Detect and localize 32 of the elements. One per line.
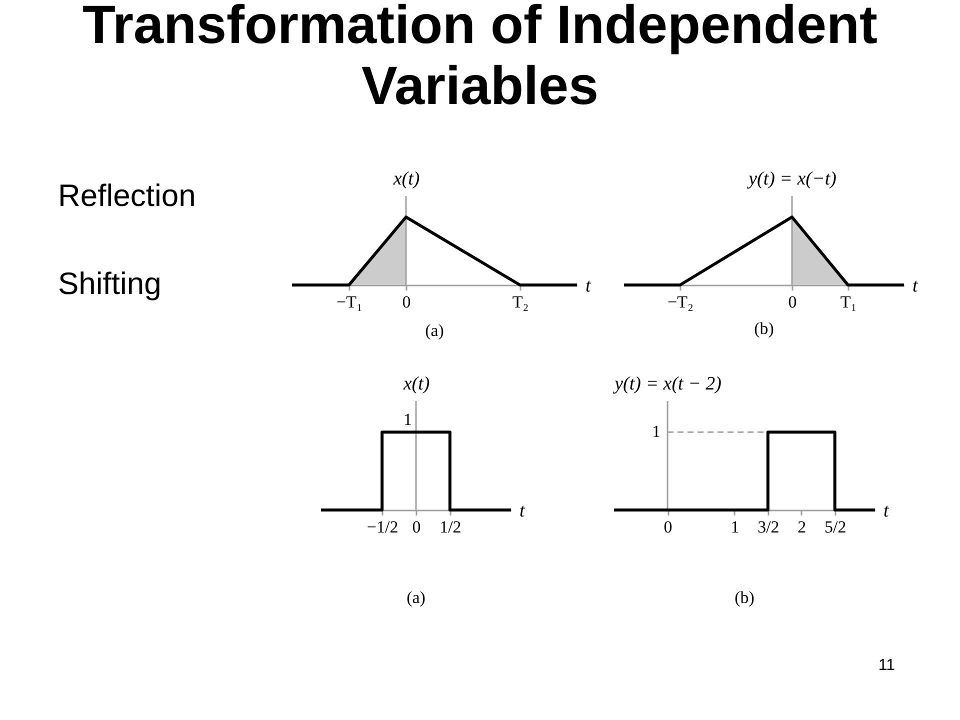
x-tick-label: −T₁ — [336, 292, 362, 312]
text: Transformation of Independent Variables — [82, 0, 878, 116]
text: (b) — [734, 588, 754, 607]
x-tick-label: −T₂ — [668, 292, 694, 312]
text: (a) — [406, 588, 426, 607]
y-axis-title: y(t) = x(t − 2) — [612, 374, 722, 394]
y-axis-title: x(t) — [402, 374, 430, 394]
x-axis-title: t — [884, 500, 890, 522]
x-axis-title: t — [912, 276, 918, 296]
x-tick-label: 2 — [798, 518, 806, 536]
x-tick-label: T₂ — [512, 292, 529, 312]
x-tick-label: T₁ — [840, 292, 857, 312]
x-tick-label: 1 — [730, 518, 740, 536]
x-tick-label: 1/2 — [440, 518, 462, 536]
x-tick-label: 0 — [788, 292, 797, 312]
text: 11 — [878, 657, 896, 674]
x-tick-label: 0 — [412, 518, 421, 536]
text: Shifting — [58, 266, 162, 301]
x-tick-label: 3/2 — [758, 518, 780, 536]
x-tick-label: 0 — [664, 518, 672, 536]
x-axis-title: t — [520, 500, 526, 522]
x-axis-title: t — [586, 276, 592, 296]
x-tick-label: 5/2 — [824, 518, 846, 536]
text: (b) — [754, 319, 774, 338]
text: (a) — [425, 321, 444, 340]
text: Reflection — [58, 178, 196, 213]
y-axis-title: y(t) = x(−t) — [746, 168, 836, 190]
y-axis-title: x(t) — [392, 168, 420, 190]
x-tick-label: −1/2 — [366, 518, 398, 536]
x-tick-label: 0 — [402, 292, 411, 312]
annotation: 1 — [404, 410, 412, 430]
ref-line-label: 1 — [652, 422, 661, 442]
